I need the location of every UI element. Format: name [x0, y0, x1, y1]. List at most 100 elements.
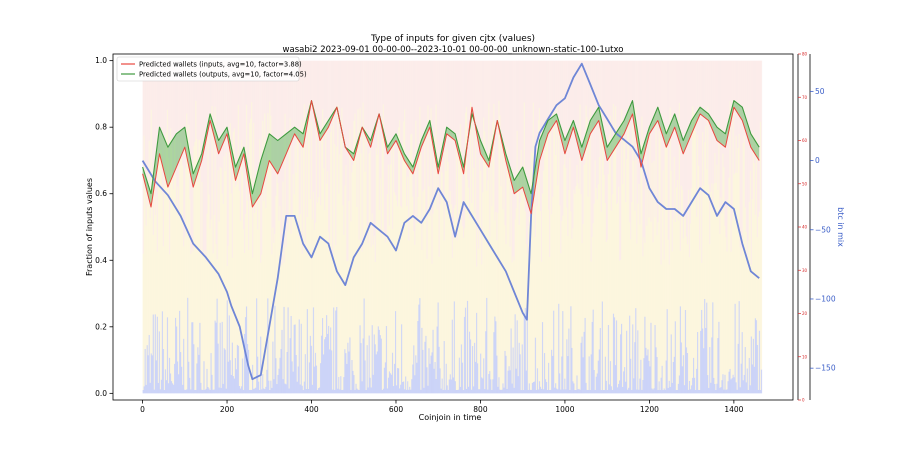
background-bar-red — [641, 60, 643, 117]
background-bar-blue — [638, 389, 640, 394]
background-bar-blue — [722, 374, 724, 394]
background-bar-blue — [351, 360, 353, 394]
background-bar-yellow — [651, 162, 653, 389]
background-bar-red — [654, 60, 656, 218]
background-bar-blue — [364, 360, 366, 394]
background-bar-blue — [294, 324, 296, 394]
background-bar-red — [238, 60, 241, 191]
background-bar-red — [753, 60, 756, 164]
background-bar-blue — [269, 390, 271, 394]
background-bar-blue — [211, 374, 213, 394]
background-bar-red — [351, 60, 353, 173]
background-bar-yellow — [505, 244, 507, 356]
background-bar-blue — [203, 361, 205, 394]
background-bar-yellow — [541, 193, 544, 323]
background-bar-blue — [749, 385, 751, 394]
background-bar-red — [751, 60, 753, 200]
background-bar-yellow — [350, 221, 352, 390]
background-bar-blue — [410, 389, 412, 394]
background-bar-blue — [750, 336, 752, 394]
background-bar-blue — [719, 387, 721, 394]
background-bar-red — [650, 60, 652, 222]
background-bar-red — [579, 60, 581, 105]
background-bar-red — [276, 60, 278, 169]
background-bar-yellow — [208, 194, 210, 389]
background-bar-blue — [570, 306, 572, 394]
background-bar-red — [372, 60, 374, 245]
background-bar-red — [396, 60, 399, 207]
background-bar-red — [693, 60, 696, 118]
background-bar-blue — [315, 365, 318, 394]
background-bar-red — [476, 60, 478, 267]
background-bar-red — [701, 60, 703, 263]
background-bar-yellow — [217, 170, 219, 344]
background-bar-red — [564, 60, 566, 147]
background-bar-red — [745, 60, 747, 232]
background-bar-blue — [326, 315, 328, 394]
background-bar-red — [632, 60, 634, 123]
background-bar-blue — [546, 381, 548, 394]
background-bar-blue — [197, 347, 199, 394]
background-bar-yellow — [223, 156, 225, 349]
background-bar-blue — [458, 357, 461, 394]
background-bar-yellow — [465, 107, 468, 389]
background-bar-yellow — [153, 185, 155, 390]
background-bar-red — [306, 60, 308, 217]
legend-label-outputs: Predicted wallets (outputs, avg=10, fact… — [139, 71, 307, 79]
background-bar-yellow — [274, 233, 276, 306]
background-bar-blue — [529, 389, 531, 394]
background-bar-yellow — [532, 102, 535, 383]
background-bar-red — [343, 60, 345, 236]
background-bar-blue — [450, 379, 452, 394]
background-bar-yellow — [538, 108, 541, 382]
background-bar-red — [362, 60, 364, 103]
background-bar-yellow — [712, 211, 714, 303]
background-bar-red — [447, 60, 449, 163]
background-bar-red — [205, 60, 207, 262]
background-bar-yellow — [604, 202, 607, 357]
background-bar-yellow — [592, 223, 594, 310]
background-bar-red — [567, 60, 569, 236]
background-bar-red — [406, 60, 408, 207]
background-bar-blue — [698, 389, 700, 394]
background-bar-blue — [454, 381, 456, 394]
background-bar-red — [149, 60, 151, 219]
background-bar-yellow — [392, 142, 395, 387]
background-bar-blue — [246, 344, 249, 394]
background-bar-red — [668, 60, 670, 265]
background-bar-blue — [615, 320, 618, 394]
background-bar-blue — [667, 387, 669, 394]
background-bar-red — [257, 60, 259, 230]
background-bar-red — [487, 60, 489, 181]
background-bar-blue — [183, 338, 185, 394]
background-bar-blue — [567, 356, 569, 394]
background-bar-yellow — [562, 215, 564, 312]
background-bar-blue — [287, 307, 289, 394]
background-bar-yellow — [297, 139, 299, 367]
background-bar-yellow — [234, 187, 237, 359]
background-bar-red — [720, 60, 722, 198]
background-bar-red — [628, 60, 630, 109]
background-bar-red — [709, 60, 711, 245]
background-bar-red — [274, 60, 276, 234]
background-bar-red — [242, 60, 245, 230]
background-bar-blue — [204, 390, 206, 394]
background-bar-red — [246, 60, 249, 201]
background-bar-red — [438, 60, 440, 257]
background-bar-red — [393, 60, 396, 193]
background-bar-blue — [597, 360, 599, 394]
background-bar-blue — [242, 389, 245, 394]
background-bar-blue — [307, 389, 310, 394]
background-bar-red — [157, 60, 159, 157]
background-bar-red — [320, 60, 323, 141]
background-bar-blue — [571, 347, 573, 394]
background-bar-red — [284, 60, 286, 114]
background-bar-red — [450, 60, 452, 205]
background-bar-yellow — [176, 206, 178, 327]
background-bar-yellow — [462, 237, 465, 391]
background-bar-yellow — [496, 240, 498, 356]
background-bar-red — [588, 60, 590, 135]
background-bar-yellow — [427, 105, 429, 386]
background-bar-yellow — [158, 155, 160, 332]
